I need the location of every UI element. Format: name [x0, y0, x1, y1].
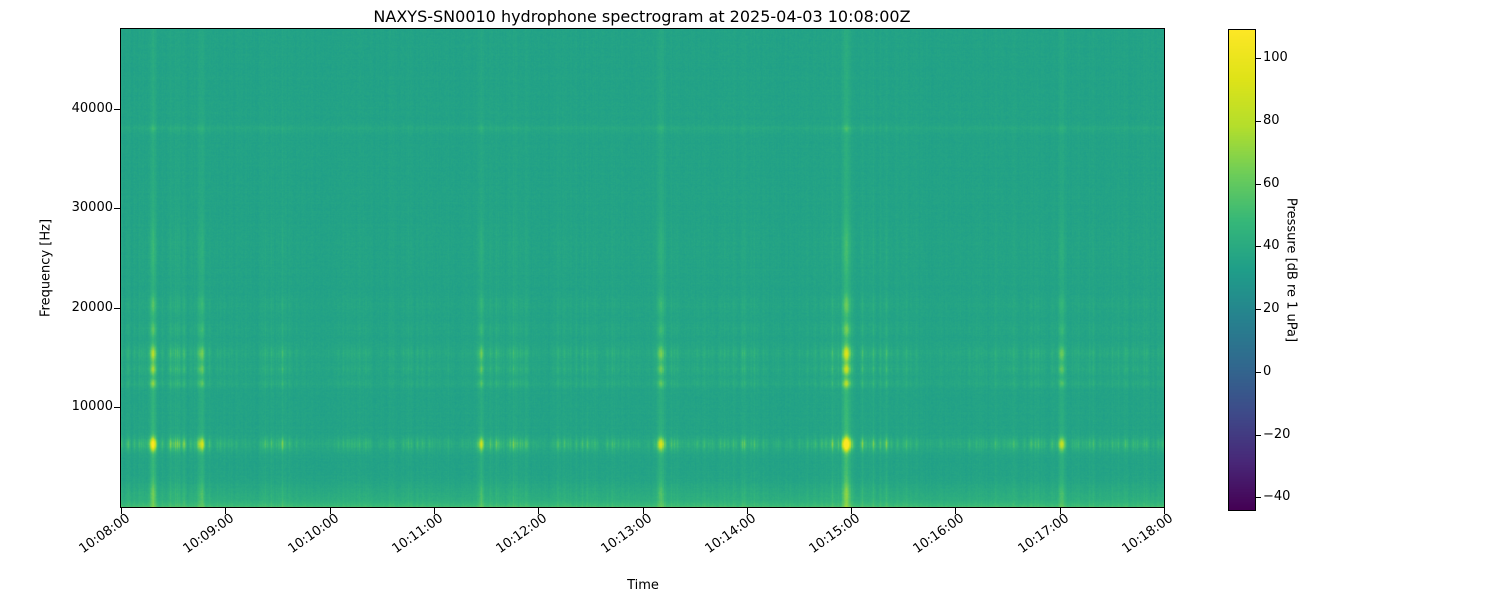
y-tick-mark	[114, 407, 120, 408]
x-tick-label: 10:16:00	[910, 511, 967, 557]
y-tick-label: 20000	[71, 300, 113, 315]
colorbar-tick-mark	[1256, 372, 1261, 373]
y-tick-label: 30000	[71, 200, 113, 215]
x-tick-mark	[1164, 508, 1165, 514]
x-tick-mark	[747, 508, 748, 514]
colorbar-tick-label: −20	[1263, 427, 1291, 442]
colorbar-tick-label: 0	[1263, 364, 1272, 379]
x-tick-label: 10:08:00	[76, 511, 133, 557]
y-tick-label: 40000	[71, 101, 113, 116]
x-tick-mark	[1060, 508, 1061, 514]
colorbar-canvas	[1229, 30, 1255, 510]
spectrogram-canvas	[121, 29, 1164, 507]
x-tick-mark	[225, 508, 226, 514]
x-tick-label: 10:14:00	[702, 511, 759, 557]
y-tick-mark	[114, 208, 120, 209]
y-tick-mark	[114, 308, 120, 309]
colorbar-tick-label: 60	[1263, 176, 1280, 191]
x-tick-mark	[330, 508, 331, 514]
colorbar-tick-mark	[1256, 246, 1261, 247]
colorbar-tick-label: 20	[1263, 301, 1280, 316]
colorbar-tick-label: −40	[1263, 489, 1291, 504]
colorbar-tick-label: 80	[1263, 113, 1280, 128]
y-tick-label: 10000	[71, 399, 113, 414]
colorbar-label: Pressure [dB re 1 uPa]	[1283, 197, 1299, 343]
x-tick-label: 10:12:00	[493, 511, 550, 557]
x-tick-label: 10:15:00	[806, 511, 863, 557]
y-tick-mark	[114, 109, 120, 110]
x-tick-mark	[643, 508, 644, 514]
y-axis-label: Frequency [Hz]	[38, 218, 54, 318]
x-tick-label: 10:13:00	[598, 511, 655, 557]
chart-title: NAXYS-SN0010 hydrophone spectrogram at 2…	[373, 7, 911, 26]
x-axis-label: Time	[627, 578, 659, 593]
x-tick-mark	[121, 508, 122, 514]
x-tick-label: 10:10:00	[285, 511, 342, 557]
colorbar-tick-mark	[1256, 184, 1261, 185]
x-tick-label: 10:11:00	[389, 511, 446, 557]
colorbar-tick-label: 100	[1263, 50, 1288, 65]
x-tick-mark	[851, 508, 852, 514]
x-tick-mark	[955, 508, 956, 514]
colorbar-tick-mark	[1256, 58, 1261, 59]
x-tick-mark	[434, 508, 435, 514]
colorbar-tick-label: 40	[1263, 238, 1280, 253]
x-tick-label: 10:09:00	[180, 511, 237, 557]
colorbar-tick-mark	[1256, 309, 1261, 310]
x-tick-label: 10:17:00	[1015, 511, 1072, 557]
colorbar-tick-mark	[1256, 121, 1261, 122]
colorbar-tick-mark	[1256, 435, 1261, 436]
x-tick-label: 10:18:00	[1119, 511, 1176, 557]
colorbar-tick-mark	[1256, 497, 1261, 498]
x-tick-mark	[538, 508, 539, 514]
